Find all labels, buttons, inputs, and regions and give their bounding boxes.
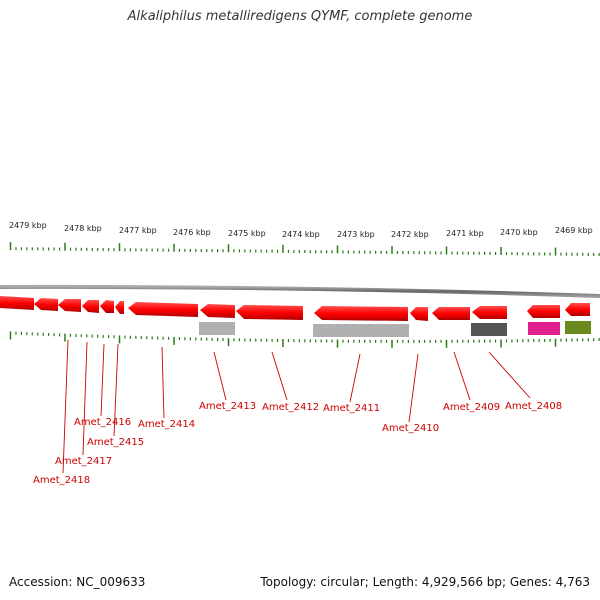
gene-label-amet-2417: Amet_2417	[55, 456, 112, 467]
gene-arrow	[115, 301, 124, 314]
feature-box	[313, 324, 409, 337]
genome-backbone	[0, 284, 600, 298]
gene-arrow	[236, 305, 303, 320]
gene-arrow	[100, 300, 114, 313]
gene-arrow	[314, 306, 408, 321]
gene-label-amet-2413: Amet_2413	[199, 401, 256, 412]
gene-arrow	[200, 304, 235, 318]
gene-arrow	[58, 299, 81, 312]
scale-label-2472: 2472 kbp	[391, 230, 429, 239]
feature-box	[199, 322, 235, 335]
gene-label-amet-2414: Amet_2414	[138, 419, 195, 430]
gene-arrow	[565, 303, 590, 316]
scale-label-2479: 2479 kbp	[9, 221, 47, 230]
scale-label-2477: 2477 kbp	[119, 226, 157, 235]
gene-track	[0, 296, 590, 321]
gene-label-amet-2409: Amet_2409	[443, 402, 500, 413]
scale-label-2470: 2470 kbp	[500, 228, 538, 237]
map-title: Alkaliphilus metalliredigens QYMF, compl…	[127, 9, 473, 24]
scale-label-2475: 2475 kbp	[228, 229, 266, 238]
gene-arrow	[410, 307, 428, 321]
gene-arrow	[472, 306, 507, 319]
feature-box	[565, 321, 591, 334]
gene-label-amet-2411: Amet_2411	[323, 403, 380, 414]
scale-label-2474: 2474 kbp	[282, 230, 320, 239]
gene-labels: Amet_2418 Amet_2417 Amet_2416 Amet_2415 …	[33, 401, 562, 486]
accession-text: Accession: NC_009633	[9, 575, 146, 589]
scale-label-2473: 2473 kbp	[337, 230, 375, 239]
gene-arrow	[527, 305, 560, 318]
feature-box	[471, 323, 507, 336]
feature-box	[528, 322, 560, 335]
genome-summary-text: Topology: circular; Length: 4,929,566 bp…	[260, 575, 590, 589]
gene-label-amet-2418: Amet_2418	[33, 475, 90, 486]
gene-arrow	[128, 302, 198, 317]
inner-scale-ticks	[9, 331, 600, 348]
scale-label-2469: 2469 kbp	[555, 226, 593, 235]
gene-arrow	[432, 307, 470, 320]
outer-scale-ticks	[9, 242, 600, 256]
gene-label-amet-2408: Amet_2408	[505, 401, 562, 412]
gene-arrow	[34, 298, 58, 311]
scale-label-2471: 2471 kbp	[446, 229, 484, 238]
gene-callouts	[62, 339, 531, 474]
feature-track	[199, 321, 591, 337]
gene-label-amet-2410: Amet_2410	[382, 423, 439, 434]
scale-label-2478: 2478 kbp	[64, 224, 102, 233]
gene-arrow	[0, 296, 34, 310]
gene-arrow	[82, 300, 99, 313]
gene-label-amet-2416: Amet_2416	[74, 417, 131, 428]
scale-labels: 2479 kbp 2478 kbp 2477 kbp 2476 kbp 2475…	[9, 221, 593, 239]
gene-label-amet-2412: Amet_2412	[262, 402, 319, 413]
gene-label-amet-2415: Amet_2415	[87, 437, 144, 448]
scale-label-2476: 2476 kbp	[173, 228, 211, 237]
